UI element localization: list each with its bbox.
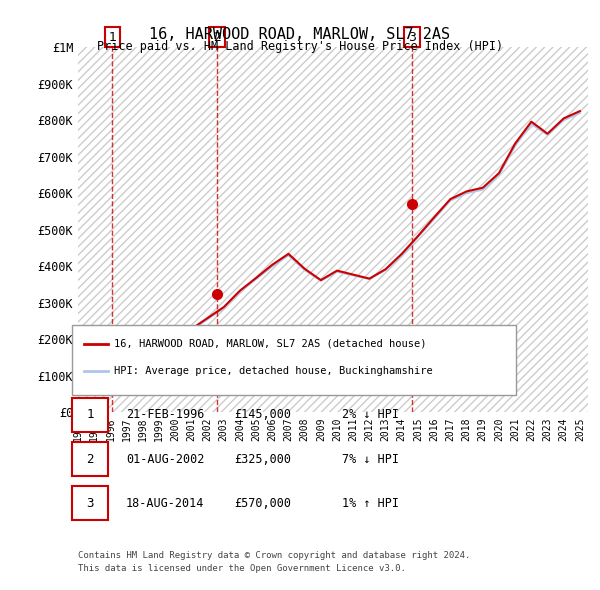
Text: 3: 3: [86, 497, 94, 510]
Text: Contains HM Land Registry data © Crown copyright and database right 2024.: Contains HM Land Registry data © Crown c…: [78, 550, 470, 559]
Text: 16, HARWOOD ROAD, MARLOW, SL7 2AS: 16, HARWOOD ROAD, MARLOW, SL7 2AS: [149, 27, 451, 41]
Text: 18-AUG-2014: 18-AUG-2014: [126, 497, 205, 510]
Text: £145,000: £145,000: [234, 408, 291, 421]
Text: 1: 1: [86, 408, 94, 421]
Text: HPI: Average price, detached house, Buckinghamshire: HPI: Average price, detached house, Buck…: [114, 366, 433, 375]
Text: 3: 3: [408, 31, 416, 44]
Text: Price paid vs. HM Land Registry's House Price Index (HPI): Price paid vs. HM Land Registry's House …: [97, 40, 503, 53]
Text: 01-AUG-2002: 01-AUG-2002: [126, 453, 205, 466]
Text: £570,000: £570,000: [234, 497, 291, 510]
Text: This data is licensed under the Open Government Licence v3.0.: This data is licensed under the Open Gov…: [78, 564, 406, 573]
Text: 16, HARWOOD ROAD, MARLOW, SL7 2AS (detached house): 16, HARWOOD ROAD, MARLOW, SL7 2AS (detac…: [114, 339, 427, 349]
Text: 2: 2: [213, 31, 221, 44]
Text: 2% ↓ HPI: 2% ↓ HPI: [342, 408, 399, 421]
Text: 21-FEB-1996: 21-FEB-1996: [126, 408, 205, 421]
Text: £325,000: £325,000: [234, 453, 291, 466]
Text: 1% ↑ HPI: 1% ↑ HPI: [342, 497, 399, 510]
Text: 1: 1: [109, 31, 116, 44]
Text: 7% ↓ HPI: 7% ↓ HPI: [342, 453, 399, 466]
Text: 2: 2: [86, 453, 94, 466]
